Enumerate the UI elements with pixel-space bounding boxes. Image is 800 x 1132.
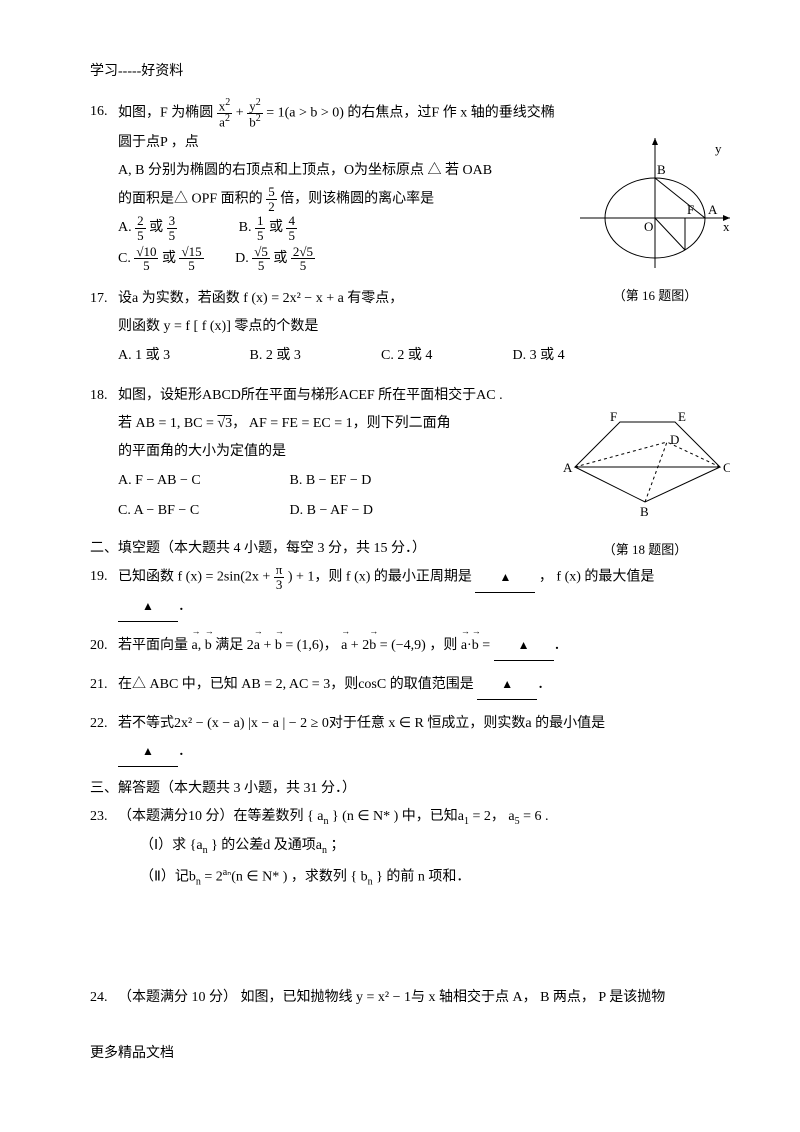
q16-figure: y x B A O F [580,138,730,268]
q17-optB: B. 2 或 3 [250,341,350,372]
q18-optD: D. B − AF − D [290,496,373,527]
q19-b: ) + 1，则 f (x) 的最小正周期是 [288,570,472,585]
svg-text:B: B [640,504,649,519]
svg-text:x: x [723,219,730,234]
q16-text: 如图，F 为椭圆 [118,106,217,121]
q17-optD: D. 3 或 4 [513,341,565,372]
q18-line2a: 若 AB = 1, BC = [118,416,217,431]
q16-line3a: 的面积是△ OPF 面积的 [118,191,266,206]
svg-text:O: O [644,219,653,234]
page-header: 学习-----好资料 [90,60,710,80]
svg-text:B: B [657,162,666,177]
svg-text:C: C [723,460,730,475]
q22-text: 若不等式2x² − (x − a) |x − a | − 2 ≥ 0对于任意 x… [118,710,710,738]
q20-num: 20. [90,632,118,660]
q17-line1: 设a 为实数，若函数 f (x) = 2x² − x + a 有零点， [118,285,710,313]
q18-line2c: ， AF = FE = EC = 1，则下列二面角 [232,416,451,431]
q18-optC: C. A − BF − C [118,496,258,527]
q17-optC: C. 2 或 4 [381,341,481,372]
frac-y2b2: y2b2 [247,98,263,129]
q16-line2: A, B 分别为椭圆的右顶点和上顶点，O为坐标原点 △ 若 OAB [118,157,548,185]
q22-blank: ▲ [118,738,178,767]
q18-num: 18. [90,382,118,410]
frac-pi-3: π3 [274,563,285,591]
q21-text: 在△ ABC 中，已知 AB = 2, AC = 3，则cosC 的取值范围是 [118,677,477,692]
q16-optA: A. 25 或 35 [118,213,177,244]
q17-num: 17. [90,285,118,313]
section-3-heading: 三、解答题（本大题共 3 小题，共 31 分．） [90,777,710,797]
question-19: 19. 已知函数 f (x) = 2sin(2x + π3 ) + 1，则 f … [90,563,710,621]
question-20: 20. 若平面向量 a, b 满足 2a + b = (1,6)， a + 2b… [90,632,710,661]
question-23: 23. （本题满分10 分）在等差数列 { an } (n ∈ N* ) 中，已… [90,803,710,894]
svg-text:E: E [678,412,686,424]
q18-optB: B. B − EF − D [290,466,372,497]
q19-c: ， f (x) 的最大值是 [539,570,655,585]
q23-part1: （Ⅰ）求 {an } 的公差d 及通项an ； [140,831,710,862]
question-24: 24. （本题满分 10 分） 如图，已知抛物线 y = x² − 1与 x 轴… [90,984,710,1012]
q19-a: 已知函数 f (x) = 2sin(2x + [118,570,274,585]
frac-5-2: 52 [266,185,277,213]
frac-x2a2: x2a2 [217,98,233,129]
q16-num: 16. [90,98,118,126]
q24-num: 24. [90,984,118,1012]
q24-text: （本题满分 10 分） 如图，已知抛物线 y = x² − 1与 x 轴相交于点… [118,984,710,1012]
page-footer: 更多精品文档 [90,1042,710,1062]
q18-optA: A. F − AB − C [118,466,258,497]
q16-line3b: 倍，则该椭圆的离心率是 [280,191,434,206]
question-16: y x B A O F （第 16 题图） 16. 如图，F 为椭圆 x2a2 … [90,98,710,275]
svg-text:A: A [563,460,573,475]
q19-blank2: ▲ [118,593,178,622]
q20-blank: ▲ [494,632,554,661]
q19-num: 19. [90,563,118,591]
question-21: 21. 在△ ABC 中，已知 AB = 2, AC = 3，则cosC 的取值… [90,671,710,700]
q22-num: 22. [90,710,118,738]
svg-text:F: F [610,412,617,424]
q18-figure: A B C D E F [560,412,730,522]
q19-blank1: ▲ [475,564,535,593]
q23-part2: （Ⅱ）记bn = 2aₙ(n ∈ N* ) ，求数列 { bn } 的前 n 项… [140,862,710,893]
svg-text:A: A [708,202,718,217]
q17-optA: A. 1 或 3 [118,341,218,372]
q18-line1: 如图，设矩形ABCD所在平面与梯形ACEF 所在平面相交于AC . [118,382,710,410]
svg-text:D: D [670,432,679,447]
q17-line2: 则函数 y = f [ f (x)] 零点的个数是 [118,313,710,341]
q16-optD: D. √55 或 2√55 [235,244,315,275]
q23-num: 23. [90,803,118,831]
svg-text:F: F [687,202,694,217]
question-22: 22. 若不等式2x² − (x − a) |x − a | − 2 ≥ 0对于… [90,710,710,767]
q18-figcaption: （第 18 题图） [560,537,730,563]
q16-optB: B. 15 或 45 [239,213,297,244]
svg-text:y: y [715,141,722,156]
q21-num: 21. [90,671,118,699]
q16-optC: C. √105 或 √155 [118,244,204,275]
q21-blank: ▲ [477,671,537,700]
q23-line1: （本题满分10 分）在等差数列 { an } (n ∈ N* ) 中，已知a1 … [118,803,710,832]
question-18: A B C D E F （第 18 题图） 18. 如图，设矩形ABCD所在平面… [90,382,710,528]
question-17: 17. 设a 为实数，若函数 f (x) = 2x² − x + a 有零点， … [90,285,710,372]
